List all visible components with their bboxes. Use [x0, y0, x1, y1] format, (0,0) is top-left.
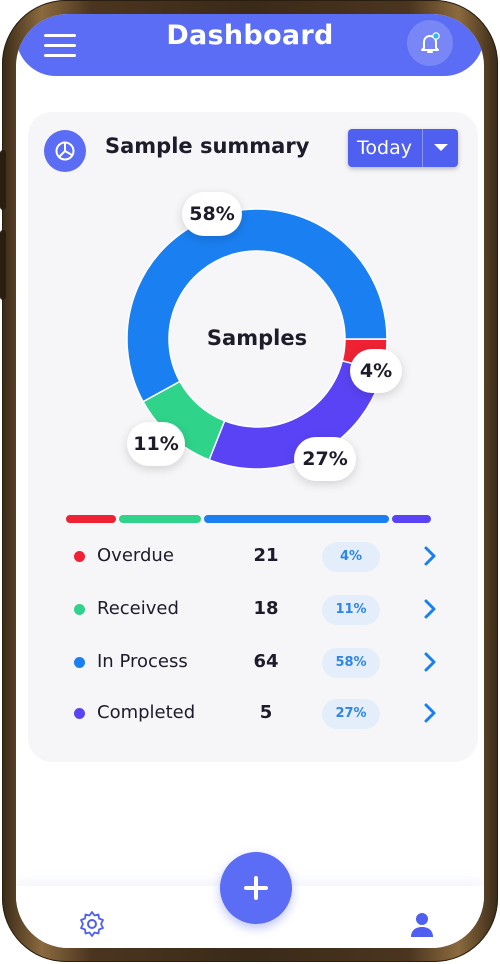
percent-badge: 11% — [322, 595, 380, 625]
status-label: Completed — [97, 702, 196, 723]
bar-segment-in-process — [203, 515, 389, 523]
status-dot — [74, 657, 85, 668]
side-button — [0, 150, 6, 210]
bell-icon — [421, 32, 440, 53]
app-header: Dashboard — [16, 14, 484, 76]
status-count: 18 — [253, 598, 279, 619]
chevron-right-icon[interactable] — [423, 703, 437, 723]
add-button[interactable] — [220, 852, 292, 924]
side-button — [0, 230, 6, 300]
status-count: 64 — [253, 651, 279, 672]
slice-label-received: 11% — [127, 422, 185, 466]
status-label: Overdue — [97, 545, 174, 566]
status-count: 21 — [253, 545, 279, 566]
hamburger-menu-icon[interactable] — [44, 34, 76, 58]
pie-chart-icon — [55, 141, 75, 161]
slice-label-in-process: 58% — [182, 192, 242, 236]
samples-donut-chart — [126, 208, 388, 470]
chevron-right-icon[interactable] — [423, 599, 437, 619]
bar-segment-received — [118, 515, 201, 523]
status-count: 5 — [259, 702, 273, 723]
status-dot — [74, 551, 85, 562]
legend-row-completed[interactable]: Completed 5 27% — [28, 694, 478, 734]
donut-center-label: Samples — [206, 326, 308, 350]
bar-segment-overdue — [66, 515, 116, 523]
period-dropdown[interactable]: Today — [348, 129, 458, 167]
dropdown-toggle[interactable] — [422, 129, 459, 167]
user-icon[interactable] — [409, 910, 435, 938]
notification-button[interactable] — [407, 20, 453, 66]
legend-row-in-process[interactable]: In Process 64 58% — [28, 643, 478, 683]
chevron-right-icon[interactable] — [423, 652, 437, 672]
slice-in-process — [126, 208, 388, 403]
bar-segment-completed — [391, 515, 431, 523]
percent-badge: 58% — [322, 648, 380, 678]
legend-row-overdue[interactable]: Overdue 21 4% — [28, 537, 478, 577]
legend-row-received[interactable]: Received 18 11% — [28, 590, 478, 630]
status-dot — [74, 708, 85, 719]
percent-badge: 4% — [322, 542, 380, 572]
status-label: Received — [97, 598, 179, 619]
page-title: Dashboard — [166, 20, 334, 51]
chevron-right-icon[interactable] — [423, 546, 437, 566]
period-value: Today — [357, 137, 412, 159]
sample-summary-card: Sample summary Today Samples 58% 4% 11% … — [28, 112, 478, 762]
status-distribution-bar — [66, 515, 431, 523]
plus-icon — [244, 876, 268, 900]
percent-badge: 27% — [322, 699, 380, 729]
app-screen: Dashboard Sample summary Today — [16, 14, 484, 948]
slice-label-completed: 27% — [294, 437, 356, 481]
caret-down-icon — [434, 144, 448, 151]
summary-icon-badge — [44, 130, 86, 172]
slice-label-overdue: 4% — [350, 349, 402, 393]
status-dot — [74, 604, 85, 615]
gear-icon[interactable] — [78, 910, 106, 938]
status-label: In Process — [97, 651, 188, 672]
card-title: Sample summary — [105, 134, 310, 158]
